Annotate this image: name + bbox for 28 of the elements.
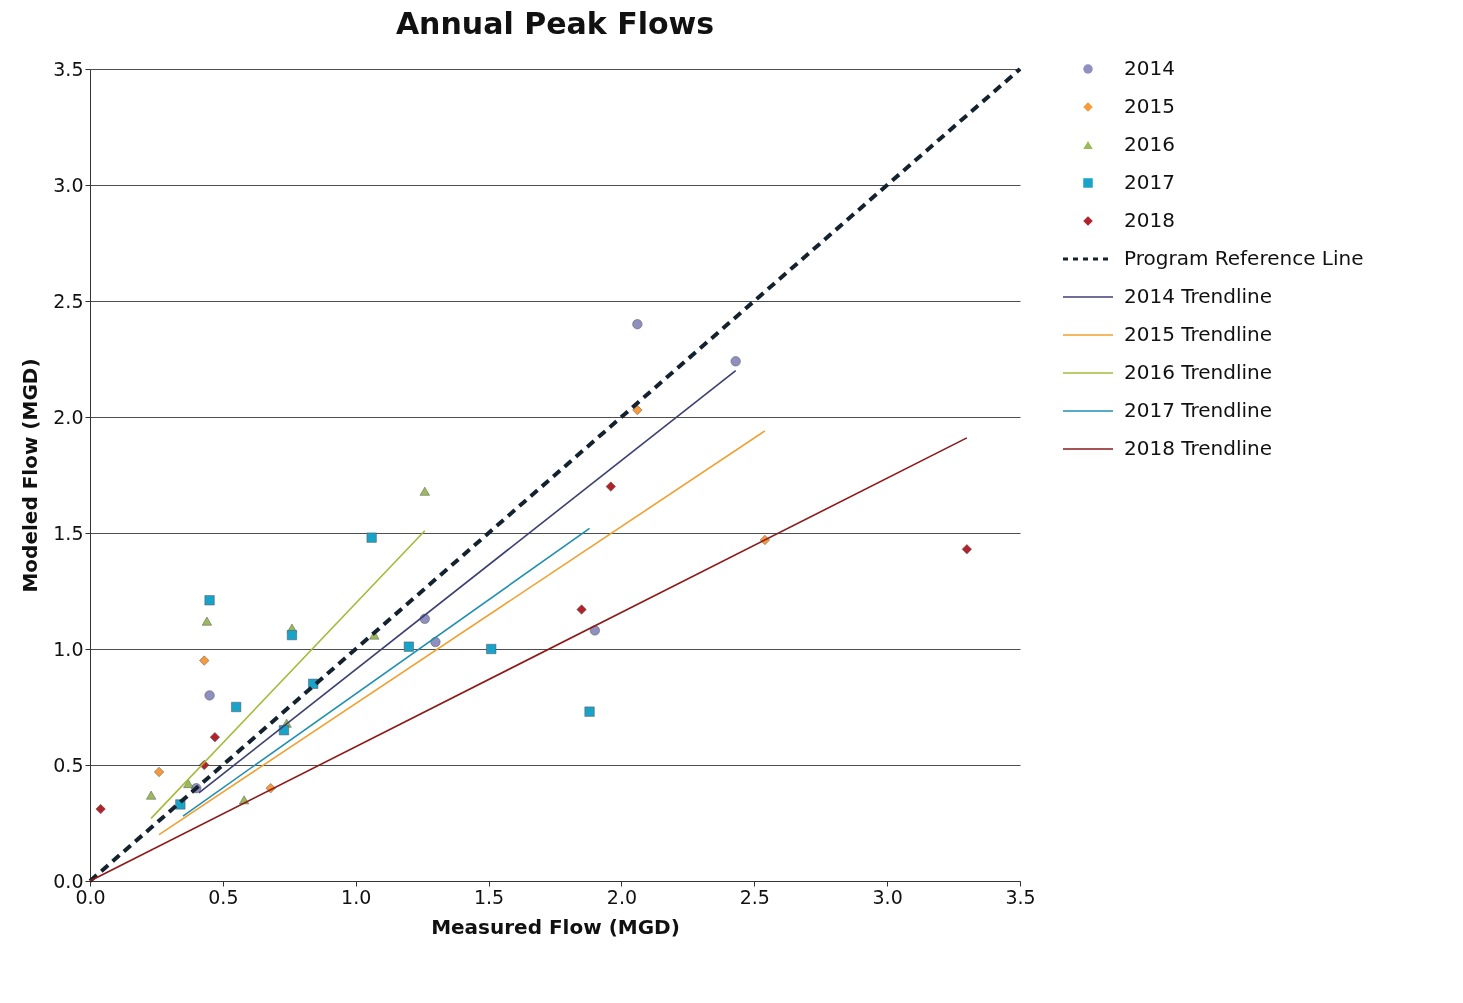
legend-label: 2016 xyxy=(1124,132,1175,156)
legend-label: 2014 xyxy=(1124,56,1175,80)
x-tick-label: 2.5 xyxy=(739,885,770,908)
x-tick-label: 3.5 xyxy=(1005,885,1036,908)
x-tick-label: 1.0 xyxy=(341,885,372,908)
legend-label: Program Reference Line xyxy=(1124,246,1364,270)
x-tick-label: 2.0 xyxy=(606,885,638,908)
legend-label: 2018 Trendline xyxy=(1124,436,1273,460)
y-tick-label: 1.0 xyxy=(53,637,84,660)
x-tick-label: 3.0 xyxy=(872,885,903,908)
legend-label: 2017 Trendline xyxy=(1124,398,1273,422)
x-tick-label: 1.5 xyxy=(473,885,505,908)
y-tick-label: 0.5 xyxy=(53,753,84,776)
x-axis-title: Measured Flow (MGD) xyxy=(431,914,680,939)
legend-label: 2014 Trendline xyxy=(1124,284,1273,308)
legend-label: 2015 xyxy=(1124,94,1175,118)
y-tick-label: 1.5 xyxy=(53,521,84,544)
y-axis-title: Modeled Flow (MGD) xyxy=(18,358,43,593)
legend-label: 2015 Trendline xyxy=(1124,322,1273,346)
chart-title: Annual Peak Flows xyxy=(395,6,715,41)
legend-label: 2018 xyxy=(1124,208,1175,232)
legend-label: 2016 Trendline xyxy=(1124,360,1273,384)
y-tick-label: 2.5 xyxy=(53,289,84,312)
y-tick-label: 2.0 xyxy=(53,405,84,428)
y-tick-label: 3.0 xyxy=(53,173,84,196)
y-tick-label: 3.5 xyxy=(53,57,84,80)
x-tick-label: 0.5 xyxy=(208,885,239,908)
legend-label: 2017 xyxy=(1124,170,1175,194)
